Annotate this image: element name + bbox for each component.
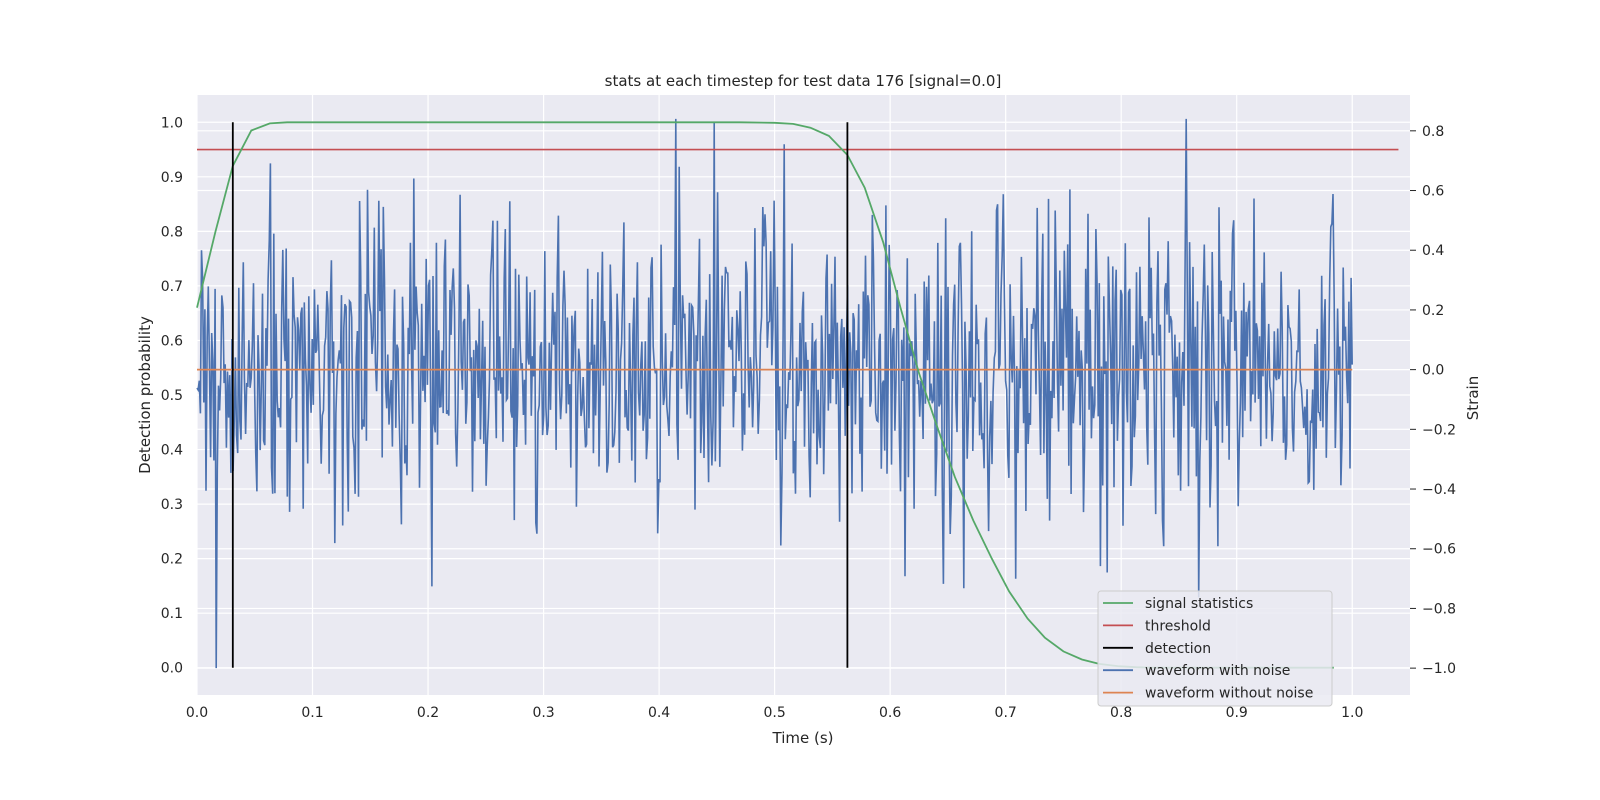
x-tick-label: 0.8 (1110, 705, 1132, 721)
right-y-tick-label: −1.0 (1422, 661, 1456, 677)
left-y-tick-label: 0.5 (161, 388, 183, 404)
right-y-tick-label: 0.8 (1422, 124, 1444, 140)
left-y-axis-label: Detection probability (136, 316, 154, 474)
x-tick-label: 0.6 (879, 705, 901, 721)
x-axis-label: Time (s) (772, 729, 834, 747)
legend: signal statistics threshold detection wavef… (1097, 590, 1333, 707)
left-y-tick-label: 0.3 (161, 497, 183, 513)
left-y-tick-label: 0.4 (161, 443, 183, 459)
left-y-tick-label: 0.0 (161, 661, 183, 677)
legend-label: waveform with noise (1145, 663, 1290, 679)
right-y-tick-label: 0.0 (1422, 363, 1444, 379)
waveform-with-noise-line (196, 118, 1353, 669)
x-tick-label: 0.4 (648, 705, 670, 721)
legend-label: signal statistics (1145, 596, 1253, 612)
x-tick-labels: 0.0 0.1 0.2 0.3 0.4 0.5 0.6 0.7 0.8 0.9 1.0 (186, 705, 1364, 721)
x-tick-label: 0.9 (1226, 705, 1248, 721)
right-y-tick-label: −0.8 (1422, 601, 1456, 617)
left-y-tick-labels: 0.0 0.1 0.2 0.3 0.4 0.5 0.6 0.7 0.8 0.9 1.0 (161, 115, 183, 676)
x-tick-label: 0.3 (532, 705, 554, 721)
left-y-tick-label: 0.8 (161, 224, 183, 240)
x-tick-label: 0.1 (301, 705, 323, 721)
right-y-axis-label: Strain (1464, 376, 1482, 420)
left-y-tick-label: 0.1 (161, 606, 183, 622)
right-y-tick-label: −0.6 (1422, 542, 1456, 558)
right-y-tick-label: 0.6 (1422, 184, 1444, 200)
right-y-tick-label: −0.4 (1422, 482, 1456, 498)
x-tick-label: 0.7 (995, 705, 1017, 721)
legend-label: threshold (1145, 618, 1211, 634)
left-y-tick-label: 0.2 (161, 552, 183, 568)
chart-title: stats at each timestep for test data 176… (605, 72, 1002, 90)
x-tick-label: 1.0 (1341, 705, 1363, 721)
x-tick-label: 0.0 (186, 705, 208, 721)
x-tick-label: 0.5 (763, 705, 785, 721)
right-y-tick-label: −0.2 (1422, 422, 1456, 438)
left-y-tick-label: 0.9 (161, 170, 183, 186)
legend-box (1097, 590, 1333, 707)
right-y-tick-label: 0.4 (1422, 243, 1444, 259)
x-tick-label: 0.2 (417, 705, 439, 721)
legend-label: detection (1145, 641, 1211, 657)
left-y-tick-label: 0.7 (161, 279, 183, 295)
right-y-tick-labels: −1.0 −0.8 −0.6 −0.4 −0.2 0.0 0.2 0.4 0.6 0.8 (1410, 124, 1456, 677)
left-y-tick-label: 0.6 (161, 333, 183, 349)
legend-label: waveform without noise (1145, 686, 1313, 702)
left-y-tick-label: 1.0 (161, 115, 183, 131)
right-y-tick-label: 0.2 (1422, 303, 1444, 319)
